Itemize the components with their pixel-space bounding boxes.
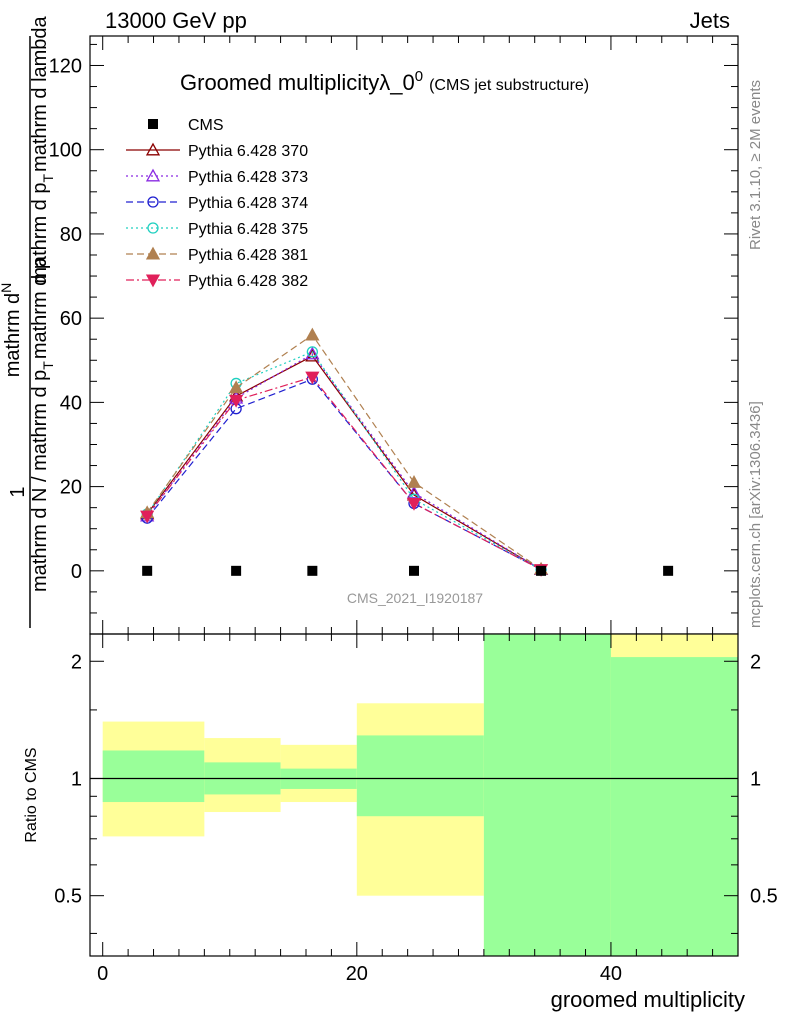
legend-marker-3 bbox=[147, 222, 159, 234]
series-point-5 bbox=[305, 371, 320, 385]
legend-label-5: Pythia 6.428 382 bbox=[188, 273, 308, 290]
series-point-5 bbox=[406, 498, 422, 511]
series-point-5 bbox=[229, 394, 244, 408]
ratio-tick-label-right: 2 bbox=[750, 651, 761, 673]
y-label-numerator: mathrm dN bbox=[0, 283, 24, 378]
data-point bbox=[307, 565, 318, 576]
analysis-watermark: CMS_2021_I1920187 bbox=[347, 590, 483, 606]
data-point bbox=[231, 565, 242, 576]
series-point-1 bbox=[305, 346, 320, 360]
plot-title-sup: 0 bbox=[415, 68, 423, 85]
main-plot: 0 20 40 60 80 100 120 bbox=[49, 35, 739, 635]
data-point bbox=[663, 565, 674, 576]
ratio-band-green-4 bbox=[483, 634, 611, 956]
legend-marker-2 bbox=[147, 196, 159, 208]
ratio-tick-label-right: 1 bbox=[750, 768, 761, 790]
y-axis-label: 1 mathrm dN mathrm d pTmathrm d lambda m… bbox=[0, 15, 56, 628]
x-tick-label: 40 bbox=[600, 963, 622, 985]
series-point-5 bbox=[140, 510, 155, 524]
legend-marker-0 bbox=[145, 142, 161, 156]
header-energy: 13000 GeV pp bbox=[105, 8, 247, 33]
y-tick-label: 120 bbox=[49, 55, 82, 77]
plot-title-main: Groomed multiplicityλ_0 bbox=[180, 70, 415, 95]
legend-label-0: Pythia 6.428 370 bbox=[188, 143, 308, 160]
legend-label-data: CMS bbox=[188, 117, 224, 134]
series-line-2 bbox=[146, 378, 542, 571]
legend-marker-data bbox=[148, 119, 158, 129]
y-label-one: 1 bbox=[7, 486, 29, 497]
header-jets: Jets bbox=[690, 8, 730, 33]
y-tick-label: 80 bbox=[60, 224, 82, 246]
data-point bbox=[409, 565, 419, 576]
series-line-4 bbox=[146, 334, 542, 570]
series-point-3 bbox=[306, 346, 319, 358]
legend-marker-4 bbox=[145, 246, 161, 260]
ratio-tick-label: 0.5 bbox=[54, 886, 82, 908]
series-line-0 bbox=[146, 355, 542, 571]
ratio-tick-label: 1 bbox=[71, 768, 82, 790]
series-line-5 bbox=[146, 376, 542, 571]
legend-label-4: Pythia 6.428 381 bbox=[188, 247, 308, 264]
legend-marker-5 bbox=[145, 274, 161, 288]
ratio-band-green-0 bbox=[102, 750, 205, 803]
y-label-denominator: mathrm d pTmathrm d lambda bbox=[29, 15, 56, 283]
y-tick-label: 100 bbox=[49, 140, 82, 162]
legend: CMS Pythia 6.428 370 Pythia 6.428 373 Pythi… bbox=[126, 117, 308, 290]
ratio-frame bbox=[89, 633, 739, 957]
series-point-4 bbox=[406, 475, 422, 488]
rivet-label: Rivet 3.1.10, ≥ 2M events bbox=[747, 80, 764, 250]
legend-label-2: Pythia 6.428 374 bbox=[188, 195, 308, 212]
y-tick-label: 0 bbox=[71, 561, 82, 583]
legend-label-1: Pythia 6.428 373 bbox=[188, 169, 308, 186]
series-line-3 bbox=[146, 351, 542, 571]
series-point-4 bbox=[229, 380, 244, 394]
mcplots-label: mcplots.cern.ch [arXiv:1306.3436] bbox=[747, 401, 764, 628]
y-tick-label: 20 bbox=[60, 477, 82, 499]
y-tick-label: 40 bbox=[60, 392, 82, 414]
y-tick-label: 60 bbox=[60, 308, 82, 330]
ratio-plot: 0 20 40 0.5 0.5 1 1 2 2 bbox=[54, 633, 778, 985]
data-point bbox=[142, 565, 153, 576]
ratio-y-label: Ratio to CMS bbox=[23, 747, 40, 842]
ratio-tick-label-right: 0.5 bbox=[750, 886, 778, 908]
legend-label-3: Pythia 6.428 375 bbox=[188, 221, 308, 238]
data-point bbox=[536, 565, 547, 576]
series-point-1 bbox=[406, 485, 422, 499]
x-axis-label: groomed multiplicity bbox=[551, 987, 745, 1012]
x-tick-label: 0 bbox=[97, 963, 108, 985]
series-point-4 bbox=[305, 327, 320, 341]
x-tick-label: 20 bbox=[346, 963, 368, 985]
series-line-1 bbox=[146, 353, 542, 571]
ratio-tick-label: 2 bbox=[71, 651, 82, 673]
y-label-lower: mathrm d N / mathrm d pTmathrm d p bbox=[29, 258, 56, 592]
plot-title-suffix: (CMS jet substructure) bbox=[429, 77, 589, 94]
ratio-band-green-3 bbox=[356, 735, 484, 817]
legend-marker-1 bbox=[145, 168, 161, 182]
plot-title: Groomed multiplicityλ_00 (CMS jet substru… bbox=[180, 68, 589, 95]
ratio-band-green-5 bbox=[610, 657, 738, 956]
